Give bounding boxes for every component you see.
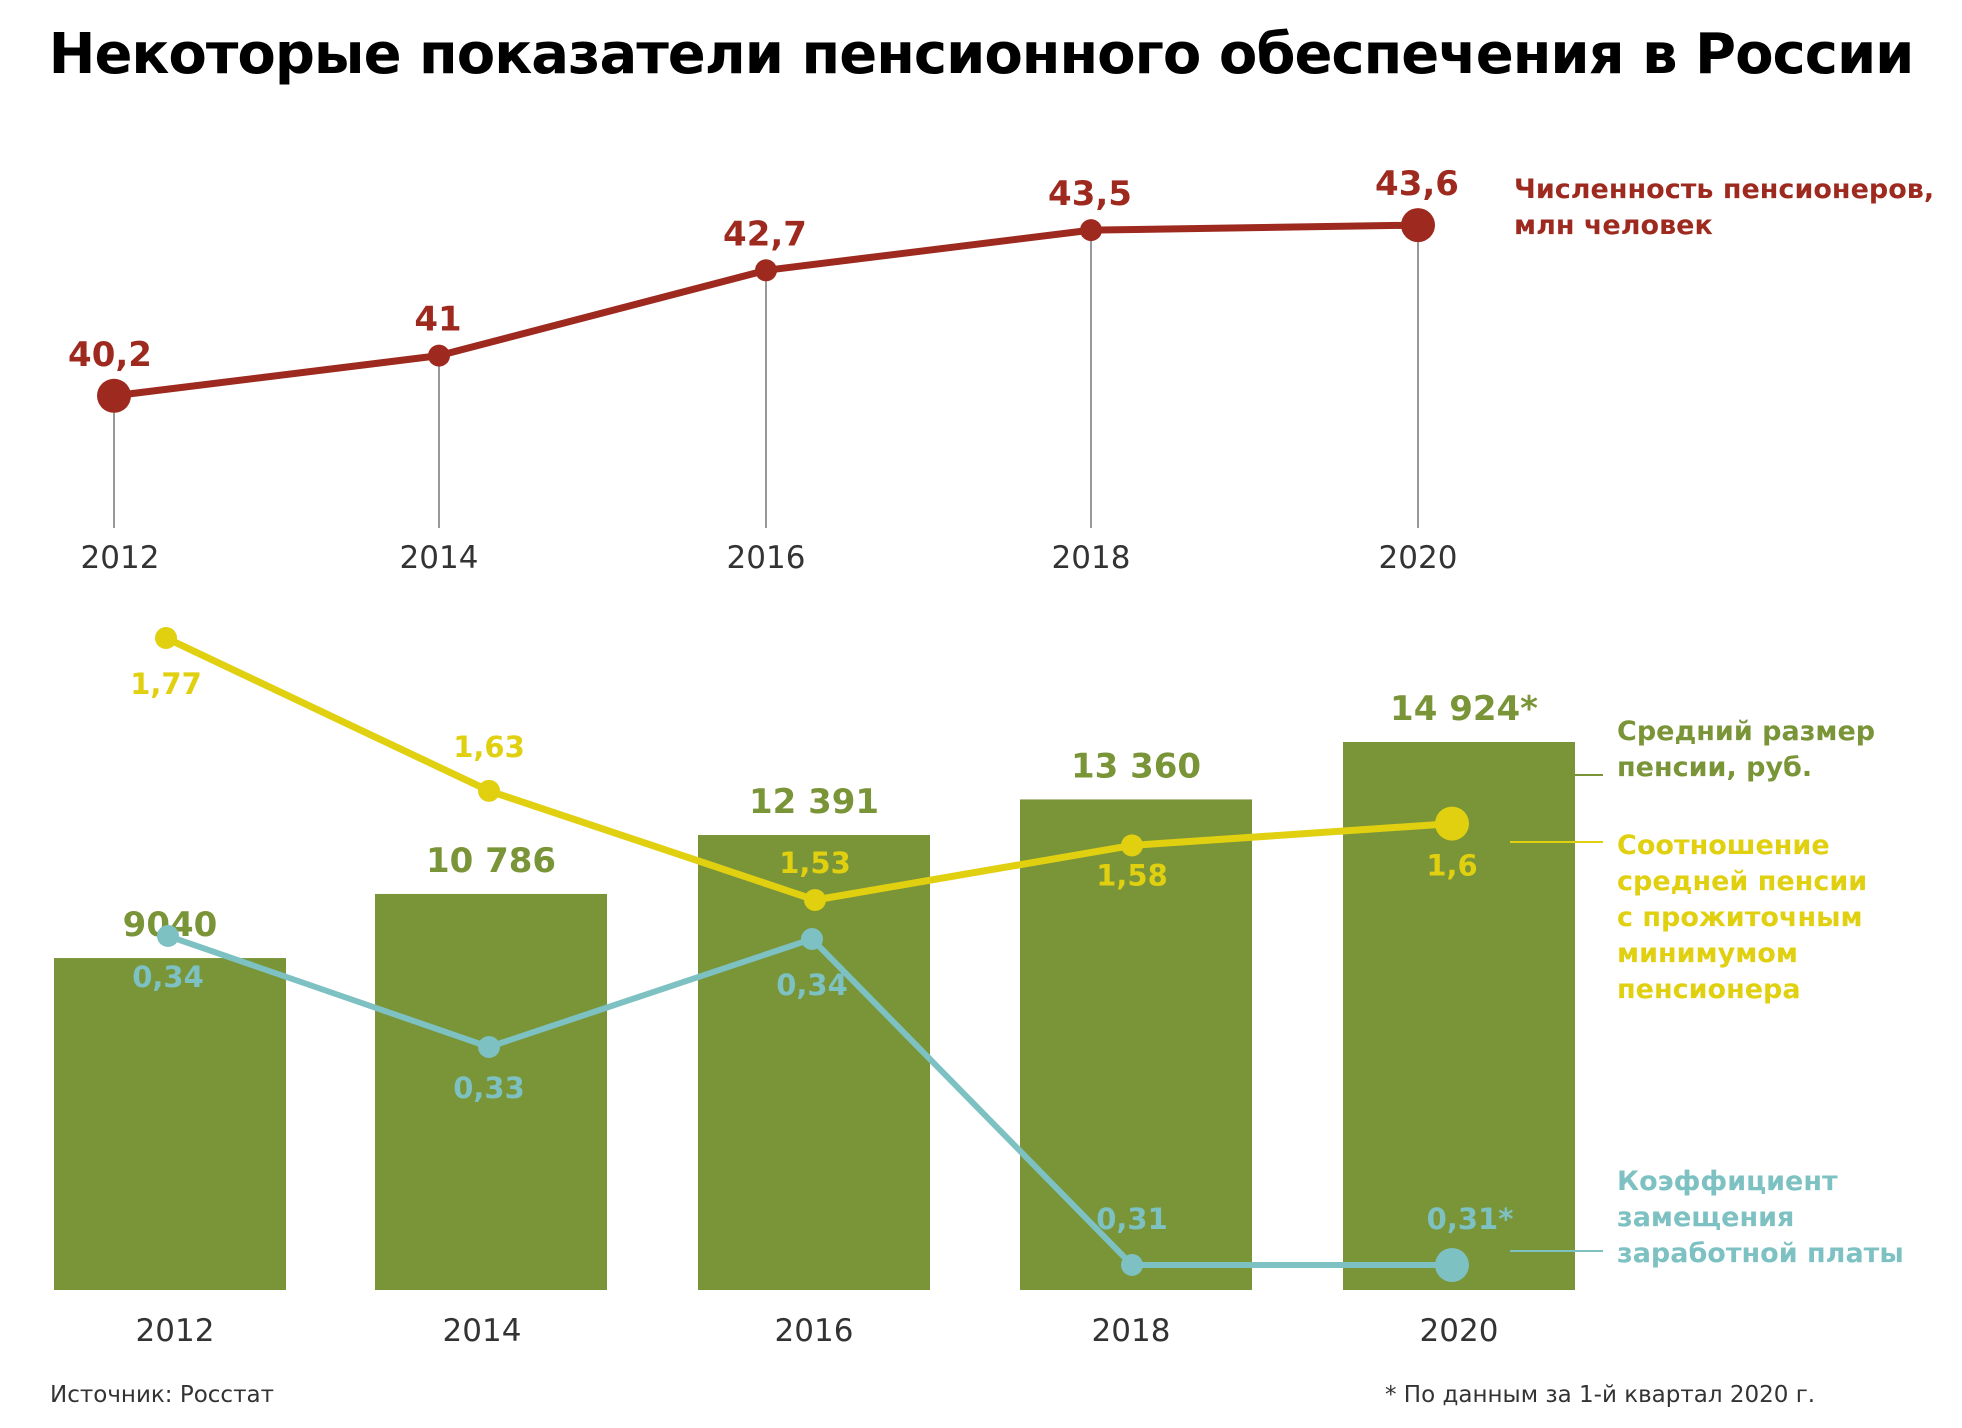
pension-legend-label: пенсии, руб. (1617, 752, 1812, 783)
x-tick-label: 2020 (1420, 1313, 1499, 1349)
ratio-data-label: 1,77 (130, 667, 202, 701)
chart-title: Некоторые показатели пенсионного обеспеч… (48, 22, 1915, 87)
pension-data-label: 14 924* (1390, 689, 1538, 729)
x-tick-label: 2014 (443, 1313, 522, 1349)
pension-data-label: 10 786 (426, 841, 556, 881)
x-tick-label: 2012 (136, 1313, 215, 1349)
pensioners-legend-label: Численность пенсионеров, (1514, 174, 1934, 205)
ratio-point (1121, 834, 1143, 857)
pensioners-data-label: 41 (414, 300, 461, 340)
footnote: * По данным за 1-й квартал 2020 г. (1385, 1382, 1816, 1408)
ratio-point (1435, 806, 1469, 841)
x-tick-label: 2016 (727, 540, 806, 576)
x-tick-label: 2020 (1379, 540, 1458, 576)
ratio-legend-label: с прожиточным (1617, 902, 1863, 933)
x-tick-label: 2018 (1092, 1313, 1171, 1349)
pensioners-point (97, 378, 131, 413)
ratio-legend-label: Соотношение (1617, 830, 1830, 861)
pension-bar (375, 893, 607, 1290)
pension-bar (54, 958, 286, 1290)
pensioners-point (428, 344, 450, 367)
ratio-data-label: 1,6 (1426, 849, 1477, 883)
replacement-data-label: 0,31 (1096, 1202, 1168, 1236)
ratio-data-label: 1,58 (1096, 858, 1168, 892)
ratio-point (155, 627, 177, 649)
ratio-legend-label: минимумом (1617, 938, 1798, 969)
pensioners-data-label: 43,5 (1048, 174, 1132, 214)
ratio-data-label: 1,53 (779, 846, 851, 880)
x-tick-label: 2016 (775, 1313, 854, 1349)
replacement-point (1435, 1248, 1469, 1282)
replacement-data-label: 0,31* (1427, 1202, 1514, 1236)
ratio-point (478, 779, 500, 802)
replacement-point (801, 928, 823, 950)
ratio-point (804, 889, 826, 911)
x-tick-label: 2012 (81, 540, 160, 576)
replacement-legend-label: замещения (1617, 1202, 1794, 1233)
replacement-legend-label: Коэффициент (1617, 1166, 1838, 1197)
replacement-data-label: 0,34 (132, 960, 204, 994)
pensioners-point (1080, 219, 1102, 242)
ratio-legend-label: пенсионера (1617, 974, 1801, 1005)
pensioners-point (1401, 208, 1435, 243)
replacement-data-label: 0,34 (776, 968, 848, 1002)
replacement-data-label: 0,33 (453, 1071, 525, 1105)
replacement-point (478, 1036, 500, 1058)
ratio-data-label: 1,63 (453, 730, 525, 764)
replacement-point (157, 925, 179, 947)
pension-legend-label: Средний размер (1617, 716, 1875, 747)
pensioners-legend-label: млн человек (1514, 210, 1713, 241)
replacement-point (1121, 1254, 1143, 1276)
x-tick-label: 2018 (1052, 540, 1131, 576)
ratio-legend-label: средней пенсии (1617, 866, 1867, 897)
source-note: Источник: Росстат (50, 1382, 274, 1408)
pension-bar (1020, 799, 1252, 1290)
pension-data-label: 12 391 (749, 782, 879, 822)
pensioners-data-label: 43,6 (1375, 164, 1459, 204)
pensioners-point (755, 259, 777, 282)
pensioners-data-label: 42,7 (723, 214, 807, 254)
pension-data-label: 13 360 (1071, 746, 1201, 786)
replacement-legend-label: заработной платы (1617, 1238, 1904, 1269)
pensioners-data-label: 40,2 (68, 335, 152, 375)
x-tick-label: 2014 (400, 540, 479, 576)
